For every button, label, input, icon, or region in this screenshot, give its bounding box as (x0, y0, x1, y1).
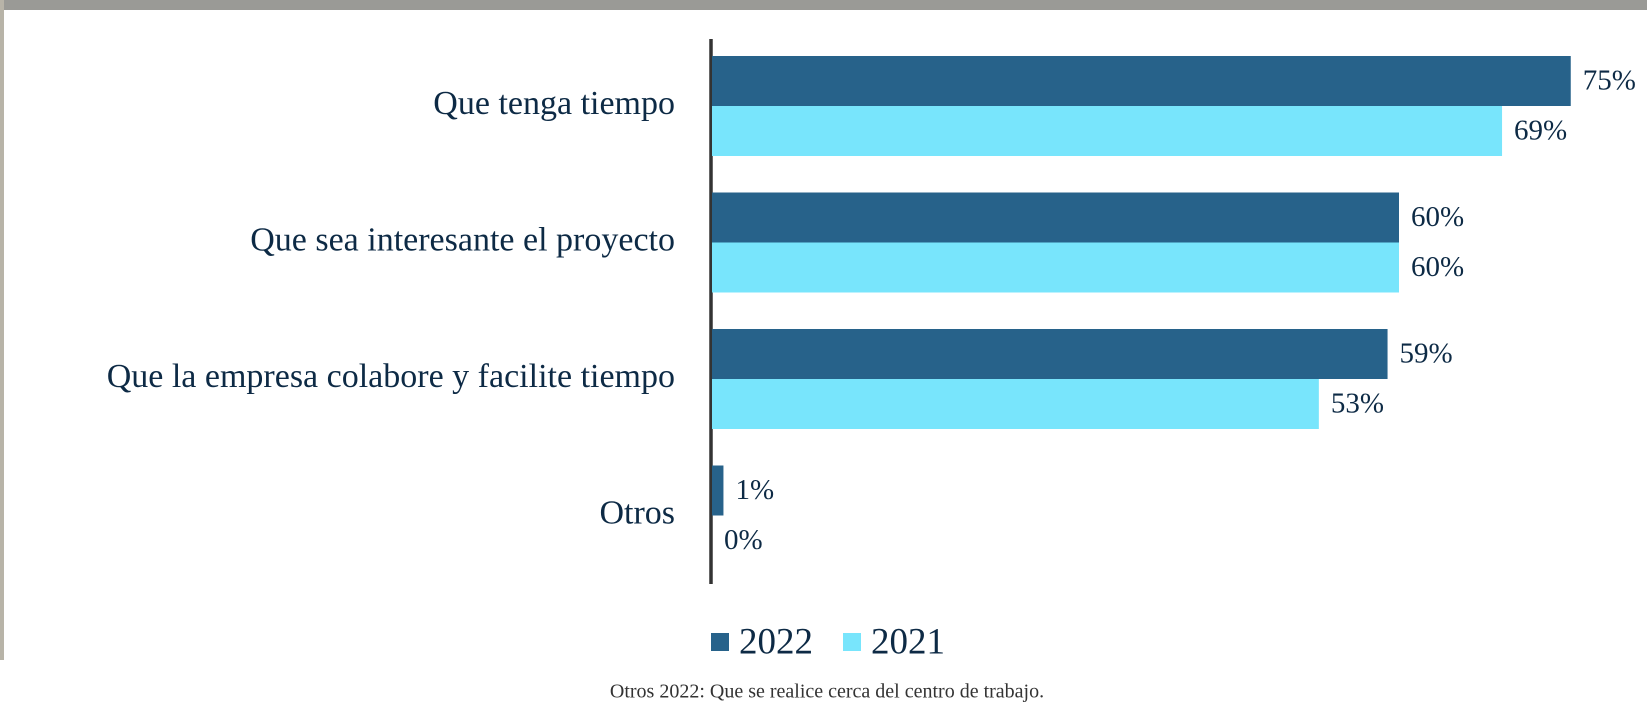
value-label: 59% (1400, 338, 1453, 370)
value-label: 69% (1514, 115, 1567, 147)
bar (712, 56, 1571, 106)
legend-label: 2021 (871, 621, 945, 662)
value-label: 1% (735, 474, 774, 506)
left-edge (0, 0, 4, 660)
background-strip (0, 0, 1647, 10)
value-label: 53% (1331, 388, 1384, 420)
footnote: Otros 2022: Que se realice cerca del cen… (610, 681, 1044, 703)
category-label: Que tenga tiempo (433, 85, 675, 122)
category-label: Que sea interesante el proyecto (250, 221, 675, 258)
value-label: 60% (1411, 201, 1464, 233)
value-label: 0% (724, 524, 763, 556)
bar (712, 329, 1388, 379)
bar (712, 242, 1399, 293)
legend-label: 2022 (739, 621, 813, 662)
bar (712, 379, 1319, 429)
legend-swatch (843, 633, 861, 651)
category-label: Que la empresa colabore y facilite tiemp… (107, 358, 675, 395)
value-label: 60% (1411, 251, 1464, 283)
bar (712, 192, 1399, 243)
value-label: 75% (1583, 65, 1636, 97)
category-label: Otros (599, 494, 675, 531)
bar (712, 465, 724, 516)
legend-swatch (711, 633, 729, 651)
bar (712, 106, 1503, 156)
